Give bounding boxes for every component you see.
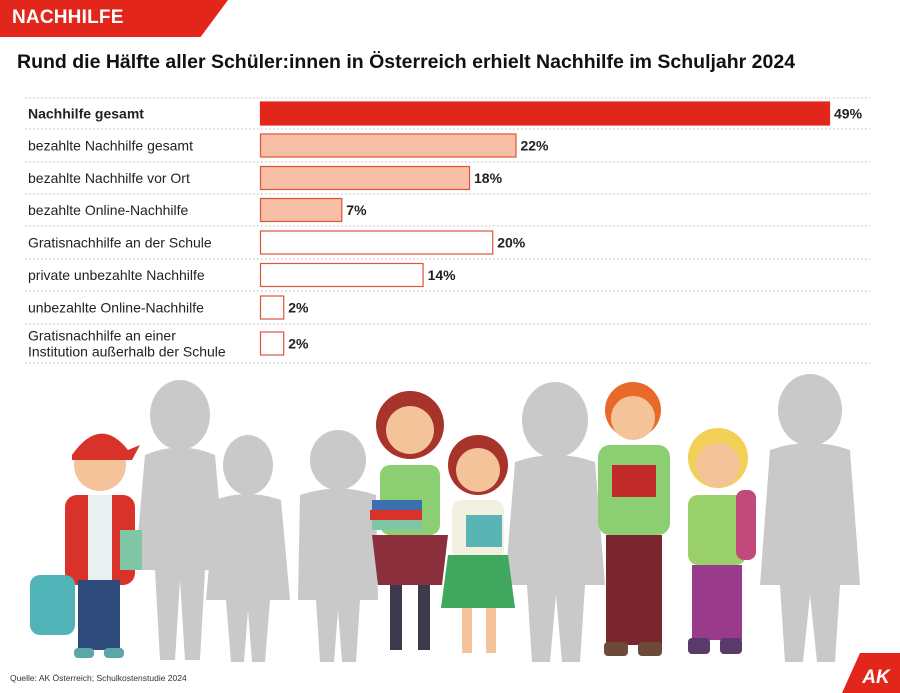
category-label: unbezahlte Online-Nachhilfe — [28, 300, 204, 316]
bar — [259, 262, 424, 288]
value-label: 20% — [497, 235, 526, 251]
value-label: 22% — [520, 138, 549, 154]
value-label: 2% — [288, 336, 309, 352]
bar — [259, 197, 343, 223]
category-label: bezahlte Nachhilfe gesamt — [28, 138, 193, 154]
student-boy-cap — [30, 433, 142, 658]
category-label: Gratisnachhilfe an der Schule — [28, 235, 212, 251]
category-label: bezahlte Nachhilfe vor Ort — [28, 170, 190, 186]
bar — [259, 133, 517, 158]
students-illustration — [30, 374, 860, 662]
source-note: Quelle: AK Österreich; Schulkostenstudie… — [10, 673, 187, 683]
student-girl-blonde — [688, 428, 756, 654]
value-label: 7% — [346, 202, 367, 218]
chart-title: Rund die Hälfte aller Schüler:innen in Ö… — [17, 51, 796, 73]
value-label: 18% — [474, 170, 503, 186]
silhouette-student — [298, 430, 378, 662]
value-label: 49% — [834, 106, 863, 122]
value-label: 2% — [288, 300, 309, 316]
bar — [259, 101, 831, 126]
bar — [259, 165, 471, 191]
student-girl-books — [370, 391, 448, 650]
silhouette-student — [206, 435, 290, 662]
category-label: bezahlte Online-Nachhilfe — [28, 202, 189, 218]
category-tag: NACHHILFE — [0, 0, 228, 37]
category-label: Nachhilfe gesamt — [28, 106, 144, 122]
ak-logo: AK — [842, 653, 900, 693]
value-label: 14% — [428, 267, 457, 283]
category-label: private unbezahlte Nachhilfe — [28, 267, 205, 283]
student-boy-reading — [598, 382, 670, 656]
category-label: Gratisnachhilfe an einer Institution auße… — [28, 328, 226, 360]
bar — [259, 230, 494, 255]
category-tag-label: NACHHILFE — [12, 7, 124, 28]
silhouette-student — [760, 374, 860, 662]
silhouette-student — [135, 380, 225, 660]
bar — [259, 295, 285, 320]
svg-text:AK: AK — [861, 667, 891, 688]
student-girl-pigtails — [441, 435, 515, 653]
bar — [259, 331, 285, 356]
bar-chart: Nachhilfe gesamt 49% bezahlte Nachhilfe ge… — [25, 97, 870, 364]
silhouette-student — [505, 382, 605, 662]
